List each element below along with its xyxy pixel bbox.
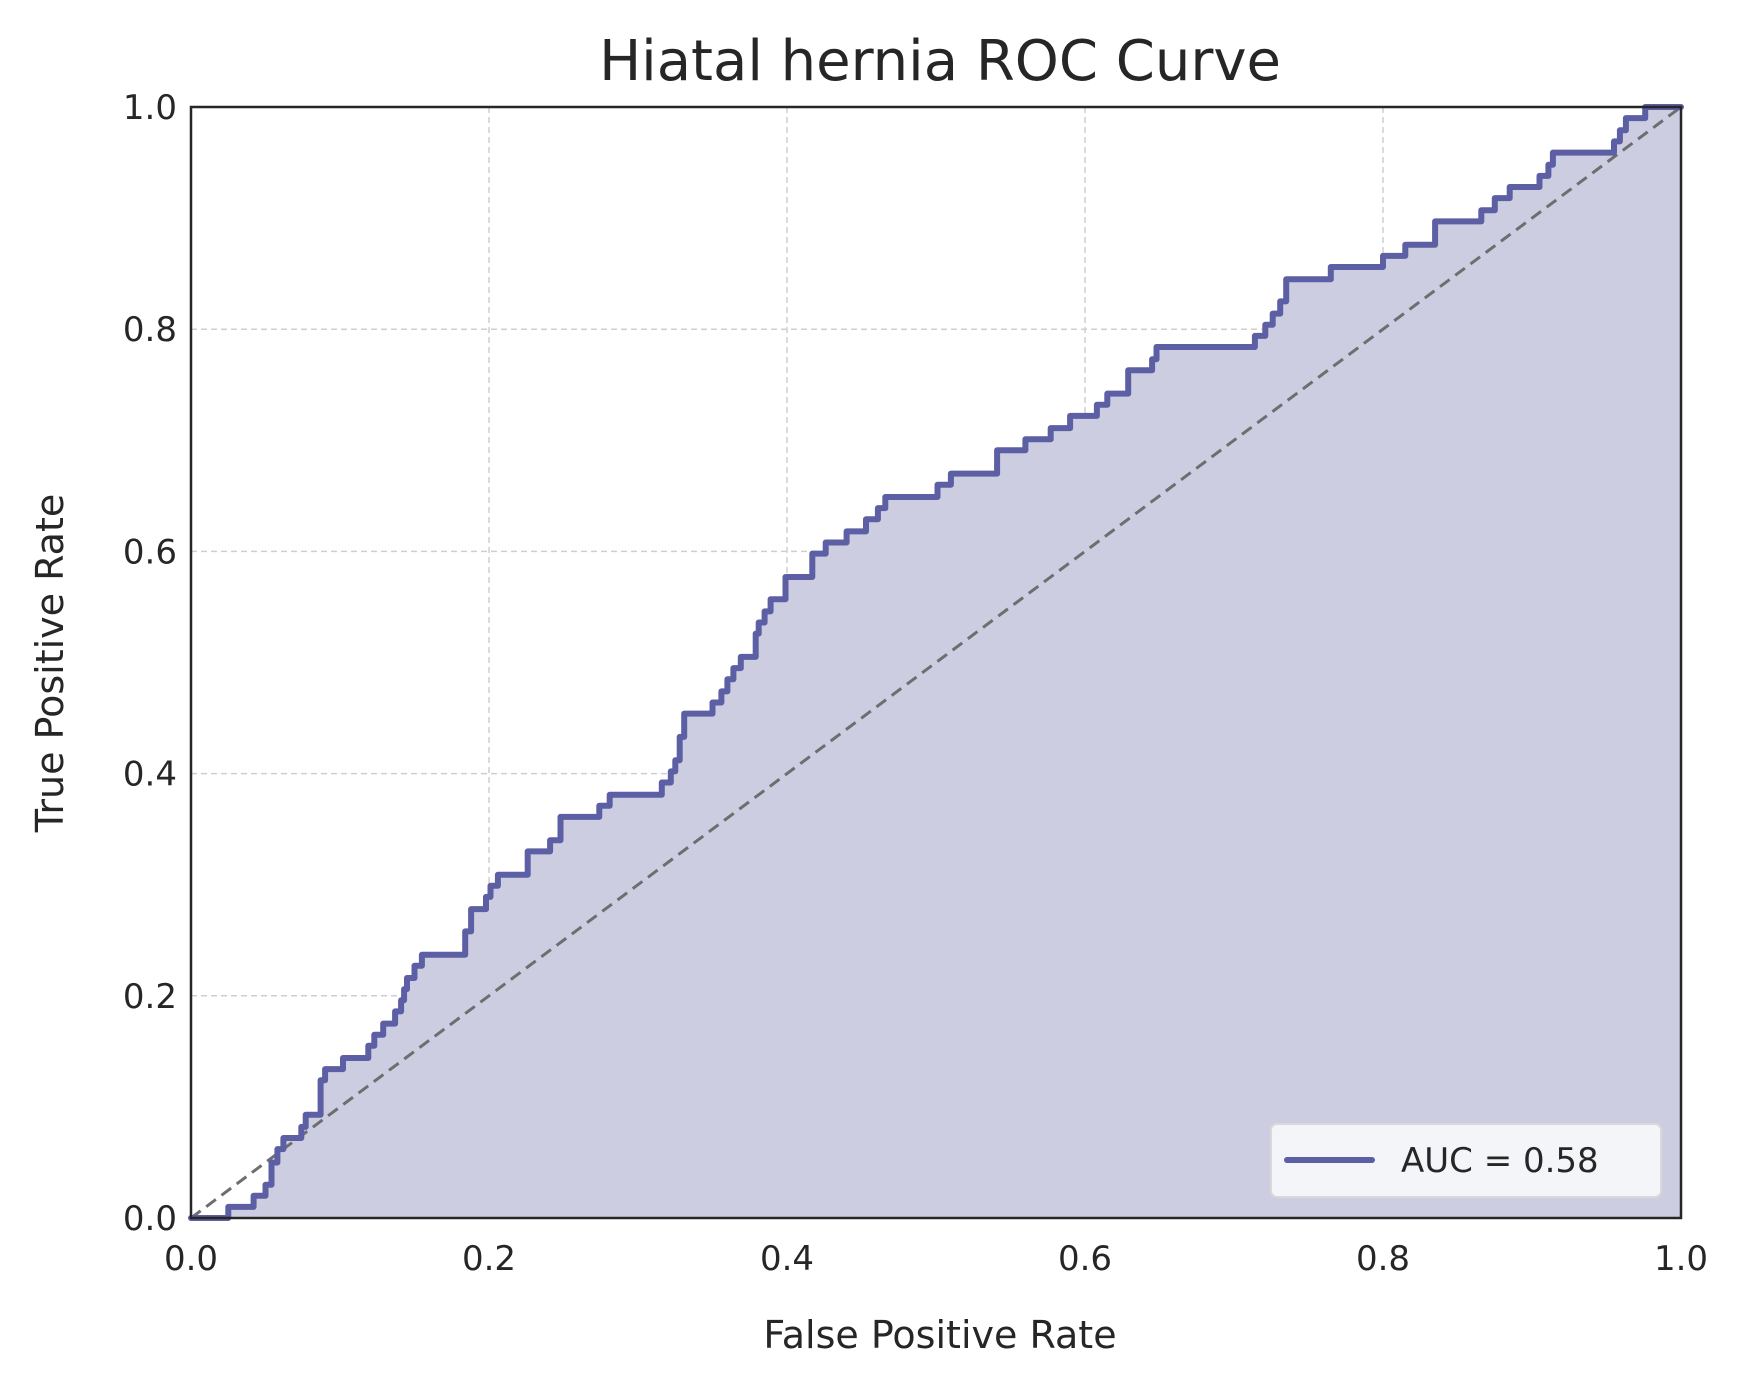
x-tick-label: 1.0 bbox=[1654, 1239, 1708, 1279]
x-axis-label: False Positive Rate bbox=[763, 1313, 1116, 1357]
roc-curve-line bbox=[188, 104, 1684, 1221]
tick-layer: 0.0 0.2 0.4 0.6 0.8 1.0 0.0 0.2 0.4 0.6 0.8 1.0 bbox=[123, 88, 1708, 1279]
chart-title: Hiatal hernia ROC Curve bbox=[599, 29, 1281, 94]
x-tick-label: 0.6 bbox=[1058, 1239, 1112, 1279]
frame-layer bbox=[189, 105, 1683, 1220]
plot-frame bbox=[189, 105, 1683, 1220]
y-tick-label: 0.2 bbox=[123, 977, 177, 1017]
y-tick-label: 0.0 bbox=[123, 1199, 177, 1239]
curve-layer bbox=[188, 104, 1684, 1221]
legend-label: AUC = 0.58 bbox=[1401, 1141, 1599, 1181]
y-axis-label: True Positive Rate bbox=[28, 494, 72, 834]
x-tick-label: 0.4 bbox=[760, 1239, 814, 1279]
x-tick-label: 0.0 bbox=[164, 1239, 218, 1279]
chance-diagonal-line bbox=[190, 105, 1682, 1220]
legend-box bbox=[1270, 1123, 1662, 1198]
y-tick-label: 0.8 bbox=[123, 310, 177, 350]
y-tick-label: 0.4 bbox=[123, 755, 177, 795]
legend: AUC = 0.58 bbox=[1270, 1123, 1662, 1198]
diagonal-layer bbox=[190, 105, 1682, 1220]
y-tick-label: 1.0 bbox=[123, 88, 177, 128]
y-tick-label: 0.6 bbox=[123, 532, 177, 572]
x-tick-label: 0.2 bbox=[462, 1239, 516, 1279]
x-tick-label: 0.8 bbox=[1356, 1239, 1410, 1279]
